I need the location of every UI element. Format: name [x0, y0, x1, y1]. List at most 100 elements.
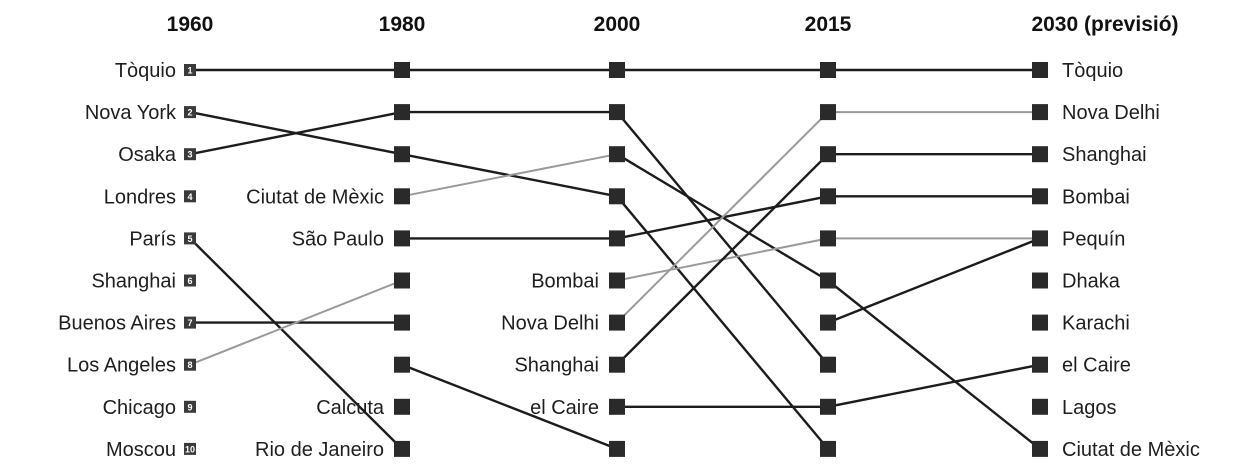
connection-line [616, 111, 829, 324]
rank-marker [184, 232, 196, 245]
rank-marker [1032, 398, 1048, 415]
rank-marker [820, 356, 836, 373]
rank-marker [820, 230, 836, 247]
rank-number: 9 [187, 402, 192, 412]
year-headers: 1960 1980 2000 2015 2030 (previsió) [167, 13, 1179, 36]
connection-line [616, 153, 829, 366]
city-label: Ciutat de Mèxic [246, 186, 384, 208]
connection-line [189, 110, 403, 156]
year-header-0: 1960 [167, 13, 214, 36]
rank-marker [184, 274, 196, 287]
rank-markers: 1 2 3 4 5 6 7 8 9 10 [184, 62, 1048, 457]
city-label: Calcuta [316, 397, 385, 419]
connection-line [616, 111, 829, 366]
city-label: Nova Delhi [501, 313, 599, 335]
rank-marker [1032, 188, 1048, 205]
rank-marker [1032, 62, 1048, 78]
rank-marker [394, 398, 410, 415]
connection-line [827, 279, 1041, 450]
rank-marker [820, 146, 836, 163]
rank-marker [609, 398, 625, 415]
rank-marker [609, 272, 625, 289]
rank-number: 3 [187, 150, 192, 160]
city-label: Ciutat de Mèxic [1062, 439, 1200, 461]
city-label: el Caire [530, 397, 599, 419]
rank-marker [609, 314, 625, 331]
year-header-3: 2015 [805, 13, 852, 36]
connection-line [616, 195, 829, 450]
city-label: Shanghai [1062, 144, 1147, 166]
city-label: Rio de Janeiro [255, 439, 384, 461]
rank-marker [184, 442, 196, 455]
city-label: el Caire [1062, 355, 1131, 377]
city-label: Osaka [118, 144, 177, 166]
rank-marker [1032, 314, 1048, 331]
city-label: Moscou [106, 439, 176, 461]
rank-number: 2 [187, 108, 192, 118]
connection-line [401, 363, 618, 451]
city-label: Pequín [1062, 228, 1125, 250]
rank-marker [184, 148, 196, 161]
rank-marker [1032, 440, 1048, 457]
rank-number: 4 [187, 192, 192, 202]
city-label: Karachi [1062, 313, 1130, 335]
rank-marker [609, 230, 625, 247]
city-label: Bombai [1062, 186, 1130, 208]
connection-lines [189, 68, 1041, 451]
connection-line [401, 153, 618, 198]
rank-marker [184, 64, 196, 76]
city-label: Tòquio [1062, 60, 1123, 82]
rank-marker [394, 62, 410, 78]
rank-marker [820, 314, 836, 331]
rank-marker [820, 104, 836, 121]
rank-number: 5 [187, 234, 192, 244]
city-label: Los Angeles [67, 355, 176, 377]
city-label: Chicago [103, 397, 176, 419]
rank-marker [820, 440, 836, 457]
rank-number: 1 [187, 66, 192, 76]
city-labels: Tòquio Nova York Osaka Londres París Shanghai… [58, 60, 1200, 461]
rank-marker [820, 398, 836, 415]
city-label: Shanghai [91, 271, 176, 293]
rank-marker [394, 230, 410, 247]
rank-marker [184, 106, 196, 119]
city-label: Londres [104, 186, 176, 208]
year-header-2: 2000 [594, 13, 641, 36]
city-label: Tòquio [115, 60, 176, 82]
rank-marker [609, 146, 625, 163]
connection-line [189, 237, 403, 450]
rank-marker [394, 356, 410, 373]
rank-marker [609, 188, 625, 205]
rank-marker [394, 314, 410, 331]
rank-marker [609, 440, 625, 457]
city-label: São Paulo [292, 228, 384, 250]
city-label: Lagos [1062, 397, 1117, 419]
rank-number: 10 [185, 444, 195, 454]
rank-marker [609, 62, 625, 78]
rank-marker [1032, 146, 1048, 163]
rank-marker [820, 188, 836, 205]
rank-marker [820, 62, 836, 78]
rank-marker [394, 440, 410, 457]
rank-marker [820, 272, 836, 289]
city-label: Nova York [85, 102, 177, 124]
rank-marker [184, 400, 196, 413]
rank-marker [394, 104, 410, 121]
rank-number: 6 [187, 276, 192, 286]
rank-marker [184, 190, 196, 203]
year-header-4: 2030 (previsió) [1031, 13, 1178, 36]
rank-marker [1032, 104, 1048, 121]
rank-marker [394, 146, 410, 163]
connection-line [189, 279, 403, 366]
city-label: Bombai [531, 271, 599, 293]
city-label: París [129, 228, 176, 250]
rank-marker [184, 316, 196, 329]
rank-marker [1032, 356, 1048, 373]
rank-number: 7 [187, 318, 192, 328]
city-label: Dhaka [1062, 271, 1121, 293]
rank-marker [1032, 272, 1048, 289]
city-label: Nova Delhi [1062, 102, 1160, 124]
connection-line [827, 237, 1041, 324]
